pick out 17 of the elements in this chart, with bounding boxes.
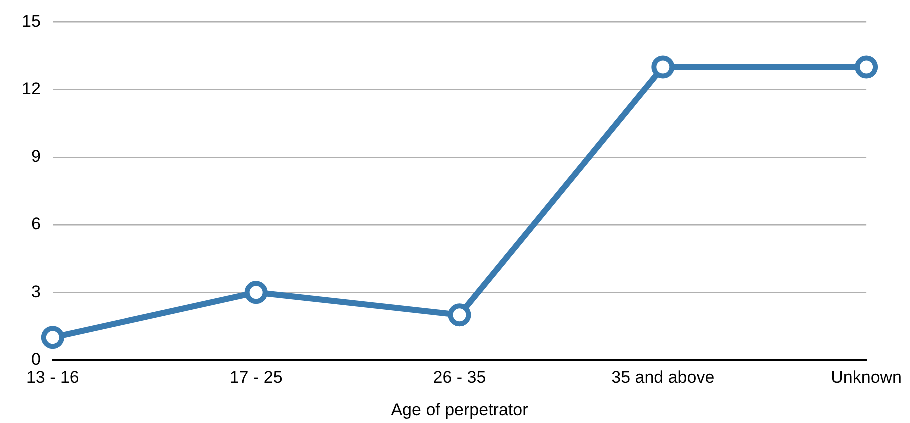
x-axis-title: Age of perpetrator	[391, 400, 529, 420]
point	[652, 56, 675, 79]
point	[448, 304, 472, 327]
y-tick-label: 12	[22, 79, 41, 98]
y-tick-label: 9	[31, 147, 41, 166]
point	[855, 56, 878, 79]
y-tick-label: 15	[22, 12, 41, 31]
x-tick-label: 17 - 25	[230, 368, 283, 388]
x-tick-label: 13 - 16	[26, 368, 80, 388]
x-tick-label: 26 - 35	[433, 368, 486, 388]
y-tick-label: 3	[31, 282, 41, 302]
point	[244, 281, 268, 304]
y-tick-label: 6	[31, 214, 41, 234]
y-tick-label: 0	[31, 350, 41, 369]
x-tick-label: 35 and above	[612, 368, 715, 388]
x-tick-label: Unknown	[831, 368, 902, 388]
point	[41, 326, 64, 350]
